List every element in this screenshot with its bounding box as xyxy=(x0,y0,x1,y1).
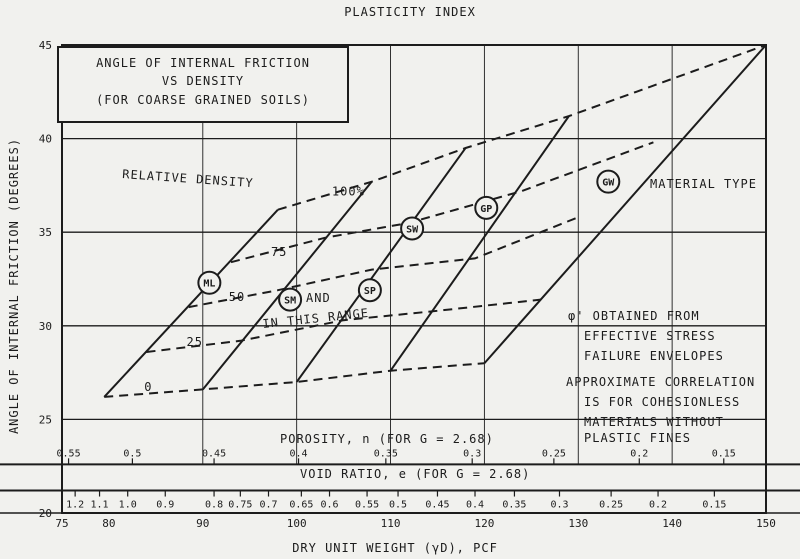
top-label: PLASTICITY INDEX xyxy=(344,5,476,19)
x-tick-label: 130 xyxy=(568,517,588,530)
and-label: AND xyxy=(306,291,331,305)
material-markers: ML SM SP SW GP GW xyxy=(197,169,621,312)
void-tick-label: 0.2 xyxy=(649,500,667,511)
material-type-lines xyxy=(103,44,767,398)
approx-note-line1: APPROXIMATE CORRELATION xyxy=(566,375,755,389)
porosity-tick-label: 0.5 xyxy=(123,448,141,459)
material-line-gp xyxy=(483,44,767,364)
marker-sm xyxy=(278,287,303,312)
void-tick-label: 0.45 xyxy=(425,500,449,511)
void-tick-label: 0.65 xyxy=(289,500,313,511)
void-tick-label: 0.35 xyxy=(502,500,526,511)
void-tick-label: 0.5 xyxy=(389,500,407,511)
porosity-tick-label: 0.45 xyxy=(202,448,226,459)
material-type-label: MATERIAL TYPE xyxy=(650,177,757,191)
void-tick-label: 0.75 xyxy=(228,500,252,511)
material-line-sm xyxy=(202,181,373,391)
density-line-25 xyxy=(146,298,541,353)
marker-gw xyxy=(596,169,621,194)
void-tick-label: 0.8 xyxy=(205,500,223,511)
axis-ticks: 75 80 90 100 110 120 130 140 150 20 25 30 35 40 45 xyxy=(39,39,776,530)
chart-title-line2: VS DENSITY xyxy=(162,74,244,88)
y-tick-label: 35 xyxy=(39,226,52,239)
chart-subtitle: (FOR COARSE GRAINED SOILS) xyxy=(96,93,310,107)
porosity-tick-label: 0.55 xyxy=(57,448,81,459)
void-tick-label: 1.2 xyxy=(66,500,84,511)
density-label: 100% xyxy=(332,185,365,199)
phi-note-line1: φ' OBTAINED FROM xyxy=(568,309,700,323)
marker-label-gw: GW xyxy=(602,178,615,189)
porosity-tick-label: 0.3 xyxy=(463,448,481,459)
void-tick-label: 0.25 xyxy=(599,500,623,511)
porosity-tick-label: 0.2 xyxy=(630,448,648,459)
x-axis-label: DRY UNIT WEIGHT (γD), PCF xyxy=(292,541,498,555)
void-tick-label: 0.4 xyxy=(466,500,484,511)
density-label: 75 xyxy=(271,245,287,259)
void-tick-label: 0.7 xyxy=(259,500,277,511)
x-tick-label: 75 xyxy=(55,517,68,530)
approx-note-line2: IS FOR COHESIONLESS xyxy=(584,395,740,409)
y-tick-label: 40 xyxy=(39,133,52,146)
porosity-tick-label: 0.25 xyxy=(542,448,566,459)
x-tick-label: 100 xyxy=(287,517,307,530)
material-line-ml xyxy=(103,209,279,398)
phi-note-line2: EFFECTIVE STRESS xyxy=(584,329,716,343)
density-label: 0 xyxy=(144,380,152,394)
porosity-tick-label: 0.15 xyxy=(712,448,736,459)
y-tick-label: 45 xyxy=(39,39,52,52)
marker-sp xyxy=(357,278,382,303)
density-line-0 xyxy=(104,362,485,398)
x-tick-label: 150 xyxy=(756,517,776,530)
approx-note-line4: PLASTIC FINES xyxy=(584,431,691,445)
marker-gp xyxy=(474,195,499,220)
material-line-sw xyxy=(389,115,570,372)
void-tick-label: 0.3 xyxy=(550,500,568,511)
marker-label-sm: SM xyxy=(284,296,296,307)
void-tick-label: 0.55 xyxy=(355,500,379,511)
void-tick-label: 0.6 xyxy=(320,500,338,511)
marker-ml xyxy=(197,270,222,295)
phi-note-line3: FAILURE ENVELOPES xyxy=(584,349,724,363)
x-tick-label: 140 xyxy=(662,517,682,530)
y-tick-label: 20 xyxy=(39,507,52,520)
material-line-sp xyxy=(295,147,467,383)
porosity-tick-label: 0.4 xyxy=(290,448,308,459)
void-tick-label: 0.9 xyxy=(156,500,174,511)
y-tick-label: 30 xyxy=(39,320,52,333)
approx-note-line3: MATERIALS WITHOUT xyxy=(584,415,724,429)
x-tick-label: 110 xyxy=(381,517,401,530)
title-box xyxy=(57,46,349,123)
density-label: 25 xyxy=(186,335,202,349)
x-tick-label: 80 xyxy=(102,517,115,530)
porosity-label: POROSITY, n (FOR G = 2.68) xyxy=(280,432,494,446)
void-tick-label: 0.15 xyxy=(702,500,726,511)
bottom-scales: 0.55 0.5 0.45 0.4 0.35 0.3 0.25 0.2 0.15 1.2 1.1 1.… xyxy=(0,448,800,514)
y-axis-label: ANGLE OF INTERNAL FRICTION (DEGREES) xyxy=(7,138,21,434)
marker-label-ml: ML xyxy=(203,279,215,290)
void-ratio-label: VOID RATIO, e (FOR G = 2.68) xyxy=(300,467,530,481)
void-tick-label: 1.1 xyxy=(91,500,109,511)
density-label: 50 xyxy=(229,290,245,304)
y-tick-label: 25 xyxy=(39,413,52,426)
chart-title: ANGLE OF INTERNAL FRICTION xyxy=(96,56,310,70)
void-tick-label: 1.0 xyxy=(119,500,137,511)
marker-label-sp: SP xyxy=(364,286,376,297)
marker-label-gp: GP xyxy=(480,204,492,215)
x-tick-label: 90 xyxy=(196,517,209,530)
density-line-50 xyxy=(188,216,579,309)
x-tick-label: 120 xyxy=(474,517,494,530)
marker-label-sw: SW xyxy=(406,224,419,235)
marker-sw xyxy=(400,216,425,241)
porosity-tick-label: 0.35 xyxy=(374,448,398,459)
